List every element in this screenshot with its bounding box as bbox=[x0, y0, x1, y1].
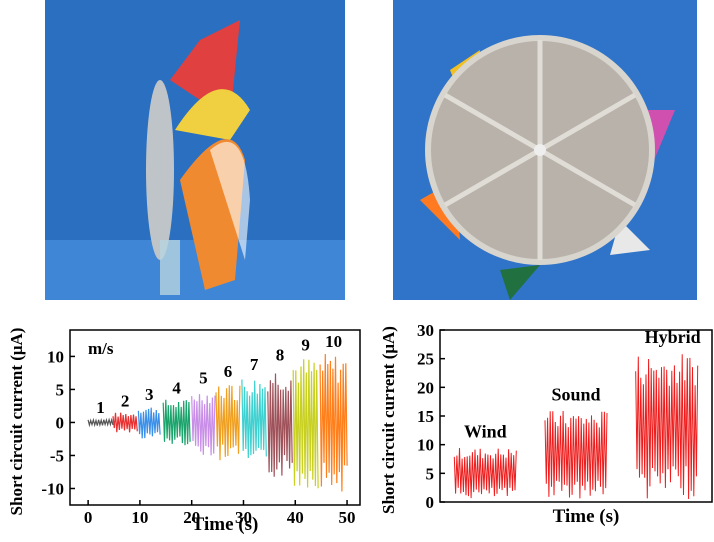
x-tick-label: 0 bbox=[84, 508, 93, 527]
segment-label: 6 bbox=[224, 362, 233, 381]
y-tick-label: 5 bbox=[426, 464, 435, 483]
signal-trace bbox=[163, 400, 190, 445]
signal-trace bbox=[545, 411, 607, 498]
x-tick-label: 10 bbox=[131, 508, 148, 527]
segment-label: Sound bbox=[551, 384, 600, 404]
segment-label: 2 bbox=[121, 392, 130, 411]
photo-left bbox=[45, 0, 345, 300]
segment-label: 5 bbox=[199, 368, 208, 387]
signal-trace bbox=[216, 385, 240, 460]
signal-trace bbox=[88, 420, 113, 426]
x-tick-label: 30 bbox=[235, 508, 252, 527]
segment-label: 3 bbox=[145, 385, 154, 404]
segment-label: 1 bbox=[96, 398, 105, 417]
y-tick-label: 30 bbox=[417, 321, 434, 340]
y-tick-label: 15 bbox=[417, 407, 434, 426]
signal-trace bbox=[113, 413, 137, 433]
y-tick-label: 0 bbox=[426, 493, 435, 512]
signal-trace bbox=[192, 394, 215, 455]
segment-label: 10 bbox=[325, 332, 342, 351]
signal-trace bbox=[320, 354, 347, 492]
y-tick-label: 20 bbox=[417, 378, 434, 397]
x-axis-label: Time (s) bbox=[553, 506, 620, 527]
signal-trace bbox=[242, 380, 266, 459]
page: {"chart_data": [ {"type": "segments", "y… bbox=[0, 0, 714, 537]
figure: -10-50510Short circuit current (μA)Time … bbox=[0, 0, 714, 537]
signal-trace bbox=[293, 359, 318, 488]
y-tick-label: 10 bbox=[47, 347, 64, 366]
signal-trace bbox=[268, 374, 292, 477]
segment-label: 4 bbox=[172, 378, 181, 397]
photo-right bbox=[393, 0, 697, 300]
y-tick-label: 25 bbox=[417, 350, 434, 369]
y-tick-label: -10 bbox=[41, 479, 64, 498]
y-axis-label: Short circuit current (μA) bbox=[379, 326, 398, 514]
x-tick-label: 50 bbox=[339, 508, 356, 527]
y-tick-label: -5 bbox=[50, 446, 64, 465]
y-tick-label: 10 bbox=[417, 436, 434, 455]
x-tick-label: 40 bbox=[287, 508, 304, 527]
chart: 0 5 10 15 20 25 30 Short circuit current (μA) Ti… bbox=[379, 321, 712, 527]
signal-trace bbox=[454, 448, 516, 498]
segment-label: Wind bbox=[464, 422, 507, 442]
y-axis-label: Short circuit current (μA) bbox=[7, 328, 26, 516]
annotation: m/s bbox=[88, 339, 114, 358]
signal-trace bbox=[138, 408, 160, 439]
segment-label: 8 bbox=[276, 345, 285, 364]
x-tick-label: 20 bbox=[183, 508, 200, 527]
signal-trace bbox=[636, 354, 698, 499]
y-tick-label: 5 bbox=[56, 380, 65, 399]
segment-label: 9 bbox=[301, 335, 310, 354]
segment-label: 7 bbox=[250, 355, 259, 374]
y-tick-label: 0 bbox=[56, 413, 65, 432]
segment-label: Hybrid bbox=[645, 327, 701, 347]
